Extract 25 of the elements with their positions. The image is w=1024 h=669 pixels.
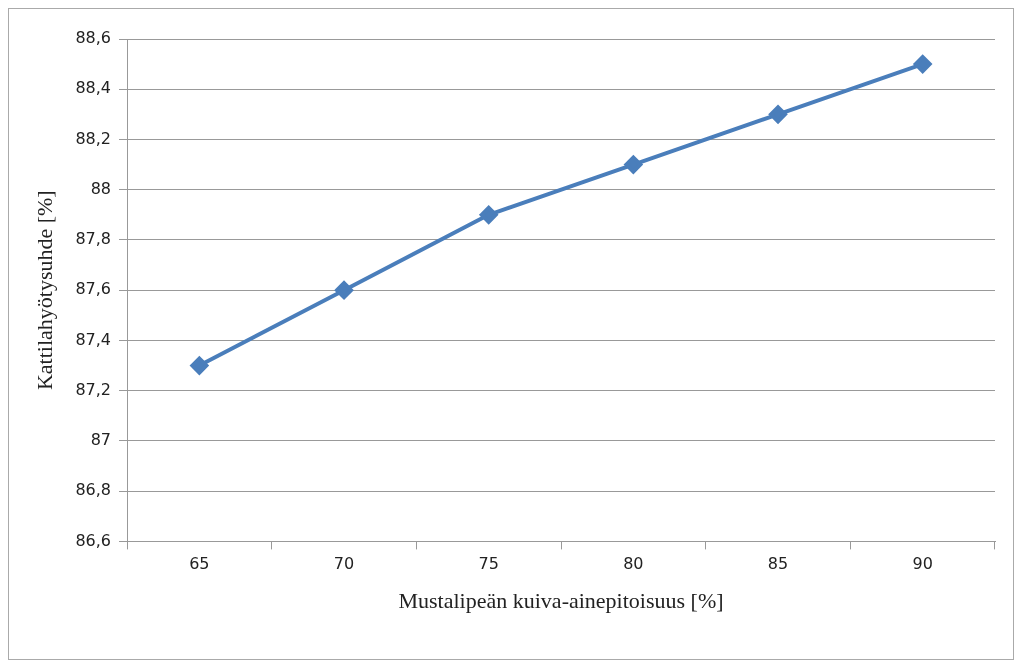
point bbox=[190, 356, 209, 375]
x-axis-title: Mustalipeän kuiva-ainepitoisuus [%] bbox=[398, 587, 724, 613]
point bbox=[913, 55, 932, 74]
y-tick-label: 88,6 bbox=[75, 28, 112, 48]
y-tick-label: 88,2 bbox=[75, 128, 112, 148]
y-tick-label: 86,6 bbox=[75, 530, 112, 550]
y-tick-label: 87,4 bbox=[75, 329, 112, 349]
y-tick-label: 87,6 bbox=[75, 279, 112, 299]
x-tick-label: 90 bbox=[912, 554, 933, 574]
y-axis-title: Kattilahyötysuhde [%] bbox=[31, 190, 57, 391]
y-tick-label: 86,8 bbox=[75, 480, 112, 500]
y-tick-label: 87,2 bbox=[75, 379, 112, 399]
point bbox=[335, 281, 354, 300]
point bbox=[769, 105, 788, 124]
x-tick-label: 85 bbox=[767, 554, 789, 574]
y-tick-label: 87,8 bbox=[75, 229, 112, 249]
x-tick-label: 65 bbox=[189, 554, 210, 574]
point bbox=[479, 205, 498, 224]
y-tick-label: 87 bbox=[90, 430, 112, 450]
x-tick-label: 80 bbox=[623, 554, 644, 574]
x-tick-label: 70 bbox=[333, 554, 355, 574]
y-tick-label: 88,4 bbox=[75, 78, 112, 98]
x-tick-label: 75 bbox=[478, 554, 499, 574]
y-tick-label: 88 bbox=[90, 178, 112, 198]
point bbox=[624, 155, 643, 174]
